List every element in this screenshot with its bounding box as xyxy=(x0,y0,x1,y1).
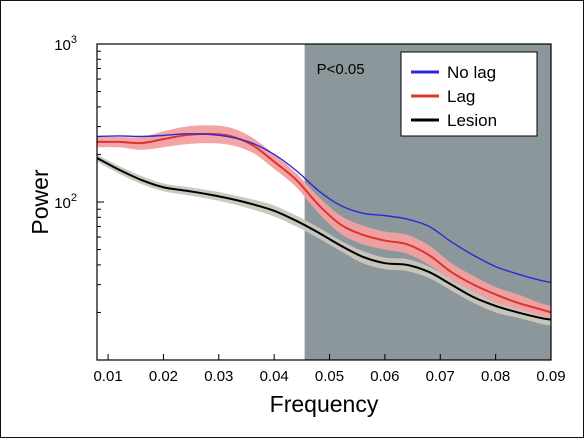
y-axis-title: Power xyxy=(27,169,53,235)
legend-label: Lesion xyxy=(447,111,497,130)
legend: No lag Lag Lesion xyxy=(400,51,538,137)
series-band-lag xyxy=(97,125,551,320)
legend-label: Lag xyxy=(447,87,475,106)
x-tick-label: 0.03 xyxy=(204,368,233,385)
x-tick-label: 0.02 xyxy=(149,368,178,385)
significance-label: P<0.05 xyxy=(317,61,365,78)
x-tick-label: 0.08 xyxy=(481,368,510,385)
x-tick-label: 0.07 xyxy=(426,368,455,385)
x-axis-title: Frequency xyxy=(270,391,379,417)
x-tick-label: 0.06 xyxy=(370,368,399,385)
series-line-lag xyxy=(97,132,551,314)
x-tick-label: 0.01 xyxy=(93,368,122,385)
series-lines xyxy=(97,132,551,321)
series-band-lesion xyxy=(97,154,551,326)
x-tick-label: 0.04 xyxy=(260,368,289,385)
series-line-no-lag xyxy=(97,133,551,284)
series-line-lesion xyxy=(97,157,551,321)
legend-box xyxy=(400,51,538,137)
legend-label: No lag xyxy=(447,63,496,82)
y-tick-label: 103 xyxy=(54,34,77,54)
x-tick-label: 0.05 xyxy=(315,368,344,385)
y-tick-label: 102 xyxy=(54,192,77,212)
axis-ticks: 0.01 0.02 0.03 0.04 0.05 0.06 0.07 0.08 0.09 102 1… xyxy=(54,34,565,385)
confidence-bands xyxy=(97,125,551,326)
x-tick-label: 0.09 xyxy=(536,368,565,385)
